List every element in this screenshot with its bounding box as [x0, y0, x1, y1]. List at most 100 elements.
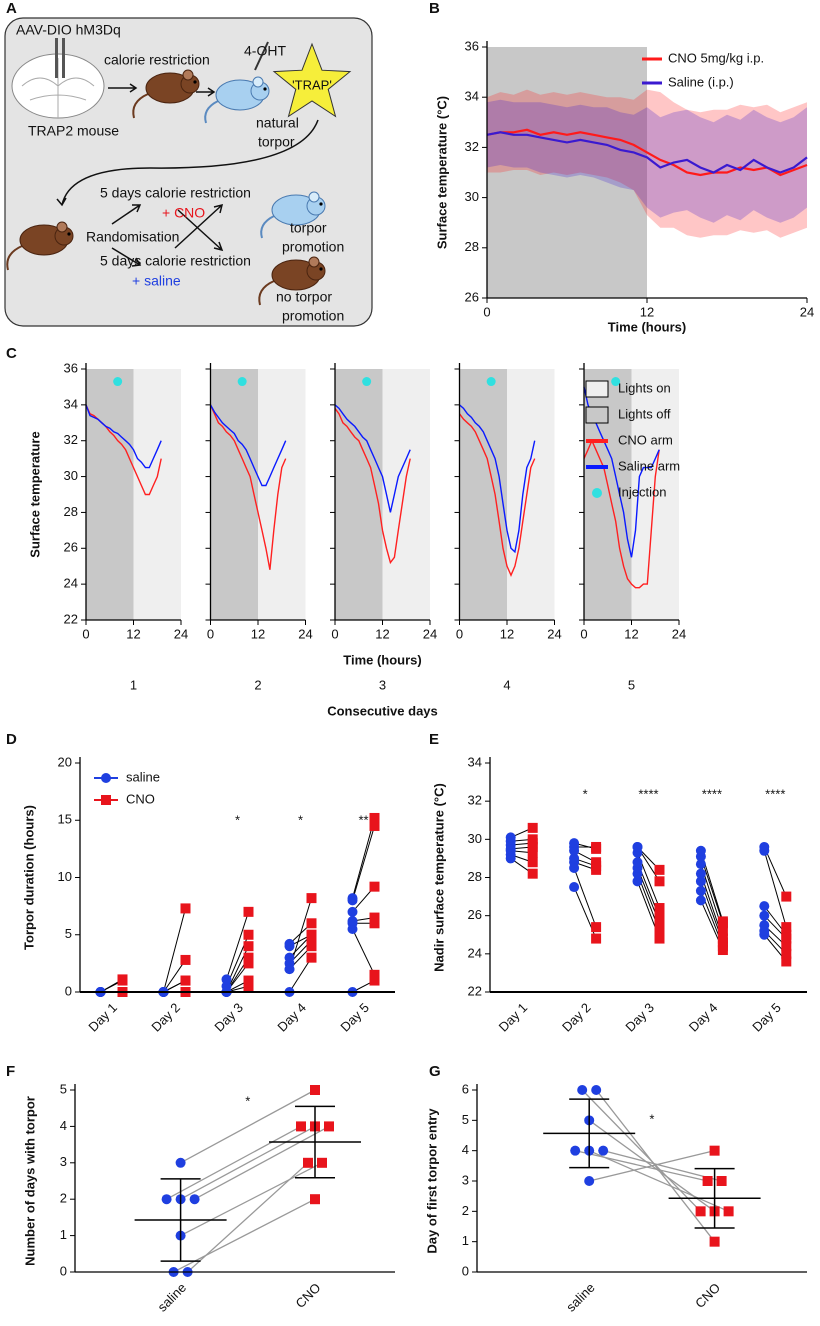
y-tick-label: 4 — [60, 1118, 67, 1133]
x-tick-label: 0 — [331, 626, 338, 641]
day-label: 5 — [628, 677, 635, 692]
x-tick-label: Day 1 — [85, 1000, 120, 1035]
diagram-text: promotion — [282, 239, 344, 255]
x-tick-label: 24 — [672, 626, 686, 641]
x-tick-label: 24 — [298, 626, 312, 641]
y-tick-label: 34 — [465, 89, 479, 104]
data-point — [221, 974, 232, 985]
data-point — [284, 938, 295, 949]
data-point — [369, 820, 380, 831]
data-point — [324, 1121, 334, 1132]
annotation: **** — [638, 786, 658, 801]
data-point — [310, 1194, 320, 1205]
data-point — [759, 910, 770, 921]
x-tick-label: 12 — [624, 626, 638, 641]
x-tick-label: Day 3 — [622, 1000, 657, 1035]
data-point — [591, 922, 602, 933]
x-tick-label: 24 — [174, 626, 188, 641]
data-point — [759, 901, 770, 912]
legend-label: saline — [126, 769, 160, 784]
pair-line — [352, 825, 375, 901]
y-tick-label: 34 — [468, 754, 482, 769]
legend-label: Lights off — [618, 406, 671, 421]
y-tick-label: 10 — [58, 869, 72, 884]
panel-label: A — [6, 0, 17, 17]
x-tick-label: 12 — [126, 626, 140, 641]
x-tick-label: Day 3 — [211, 1000, 246, 1035]
x-tick-label: Day 2 — [559, 1000, 594, 1035]
data-point — [654, 933, 665, 944]
data-point — [243, 981, 254, 992]
data-point — [243, 952, 254, 963]
data-point — [296, 1121, 306, 1132]
y-tick-label: 28 — [468, 869, 482, 884]
data-point — [591, 933, 602, 944]
data-point — [369, 881, 380, 892]
x-tick-label: 0 — [456, 626, 463, 641]
y-tick-label: 32 — [465, 139, 479, 154]
data-point — [243, 975, 254, 986]
data-point — [369, 812, 380, 823]
injection-marker — [113, 377, 123, 387]
x-tick-label: Day 4 — [686, 1000, 721, 1035]
data-point — [243, 906, 254, 917]
y-tick-label: 22 — [468, 983, 482, 998]
y-tick-label: 5 — [60, 1081, 67, 1096]
panel-label: D — [6, 731, 17, 748]
data-point — [598, 1145, 609, 1156]
y-tick-label: 5 — [462, 1112, 469, 1127]
y-tick-label: 0 — [462, 1263, 469, 1278]
data-point — [527, 847, 538, 858]
y-tick-label: 26 — [465, 289, 479, 304]
x-tick-label: saline — [155, 1280, 190, 1315]
annotation: * — [583, 786, 588, 801]
data-point — [654, 912, 665, 923]
data-point — [569, 838, 580, 849]
y-tick-label: 32 — [468, 793, 482, 808]
y-tick-label: 26 — [64, 540, 78, 555]
legend-swatch — [585, 380, 609, 398]
data-point — [180, 903, 191, 914]
data-point — [317, 1157, 327, 1168]
panel-label: B — [429, 0, 440, 17]
x-tick-label: 0 — [82, 626, 89, 641]
data-point — [243, 958, 254, 969]
data-point — [577, 1085, 588, 1095]
data-point — [569, 882, 580, 893]
y-axis-label: Surface temperature — [27, 431, 42, 557]
data-point — [654, 918, 665, 929]
data-point — [527, 857, 538, 868]
data-point — [527, 834, 538, 845]
legend-label: Saline (i.p.) — [668, 74, 734, 89]
x-axis-label: Time (hours) — [608, 319, 687, 334]
data-point — [243, 941, 254, 952]
panel-label: F — [6, 1063, 15, 1080]
data-line — [458, 413, 536, 577]
diagram-text: + saline — [132, 273, 181, 289]
data-point — [723, 1206, 734, 1217]
x-tick-label: 12 — [375, 626, 389, 641]
pair-line — [180, 1089, 316, 1164]
legend-swatch — [585, 406, 609, 424]
y-tick-label: 26 — [468, 907, 482, 922]
diagram-text: TRAP2 mouse — [28, 123, 119, 139]
y-tick-label: 4 — [462, 1142, 469, 1157]
data-point — [117, 974, 128, 985]
pair-line — [166, 1125, 302, 1200]
shaded-region — [487, 47, 647, 298]
y-tick-label: 2 — [60, 1191, 67, 1206]
data-point — [695, 868, 706, 879]
shaded-region — [631, 369, 679, 620]
legend-label: Lights on — [618, 380, 671, 395]
day-label: 4 — [503, 677, 510, 692]
y-tick-label: 28 — [465, 239, 479, 254]
pair-line — [573, 867, 597, 928]
y-tick-label: 5 — [65, 926, 72, 941]
x-tick-label: 12 — [640, 304, 654, 319]
data-line — [486, 131, 808, 174]
shaded-region — [335, 369, 383, 620]
data-point — [781, 956, 792, 967]
pair-line — [589, 1150, 715, 1182]
y-axis-label: Day of first torpor entry — [424, 1108, 439, 1254]
x-tick-label: Day 5 — [337, 1000, 372, 1035]
